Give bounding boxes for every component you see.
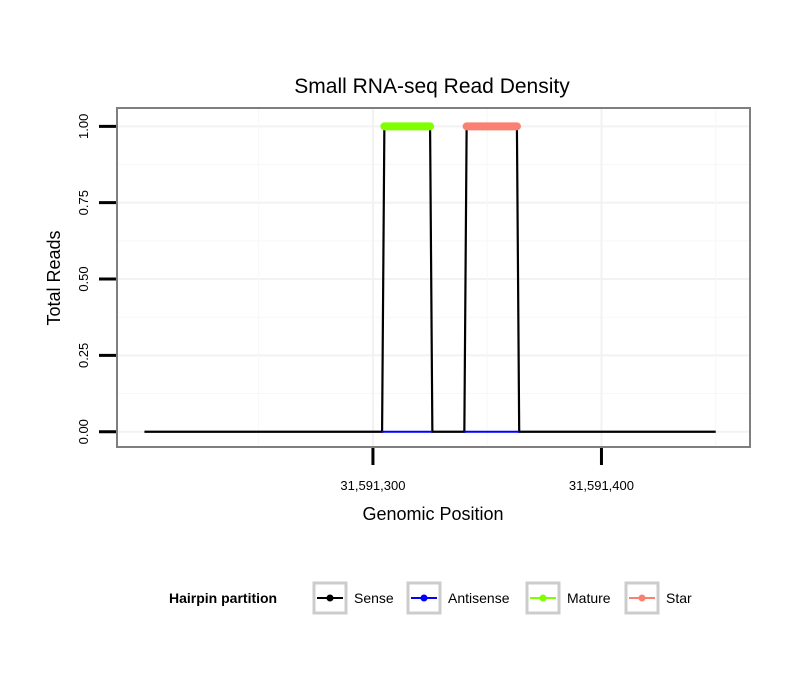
legend-point-mature xyxy=(539,594,547,602)
y-tick-label: 1.00 xyxy=(76,114,91,139)
data-series xyxy=(144,122,716,433)
series-line-sense xyxy=(144,125,716,433)
legend-label-sense: Sense xyxy=(354,590,394,606)
legend-label-star: Star xyxy=(666,590,692,606)
y-axis-title: Total Reads xyxy=(44,230,64,325)
legend-point-star xyxy=(638,594,646,602)
y-tick-label: 0.25 xyxy=(76,343,91,368)
x-tick-label: 31,591,300 xyxy=(340,478,405,493)
legend-point-antisense xyxy=(420,594,428,602)
legend-title: Hairpin partition xyxy=(169,590,277,606)
plot-panel xyxy=(117,108,750,447)
chart-title: Small RNA-seq Read Density xyxy=(294,75,570,98)
x-axis-title: Genomic Position xyxy=(362,504,503,524)
legend: Sense Antisense Mature Star xyxy=(312,581,692,615)
legend-item-sense: Sense xyxy=(312,581,394,615)
legend-item-star: Star xyxy=(624,581,692,615)
legend-label-antisense: Antisense xyxy=(448,590,510,606)
legend-label-mature: Mature xyxy=(567,590,611,606)
y-axis-ticks: 0.00 0.25 0.50 0.75 1.00 xyxy=(76,114,117,444)
legend-item-antisense: Antisense xyxy=(406,581,510,615)
legend-point-sense xyxy=(326,594,334,602)
x-tick-label: 31,591,400 xyxy=(569,478,634,493)
plot-panel-border xyxy=(116,107,751,448)
y-tick-label: 0.75 xyxy=(76,190,91,215)
y-tick-label: 0.00 xyxy=(76,419,91,444)
legend-item-mature: Mature xyxy=(525,581,611,615)
x-axis-ticks: 31,591,300 31,591,400 xyxy=(340,447,634,493)
y-tick-label: 0.50 xyxy=(76,266,91,291)
